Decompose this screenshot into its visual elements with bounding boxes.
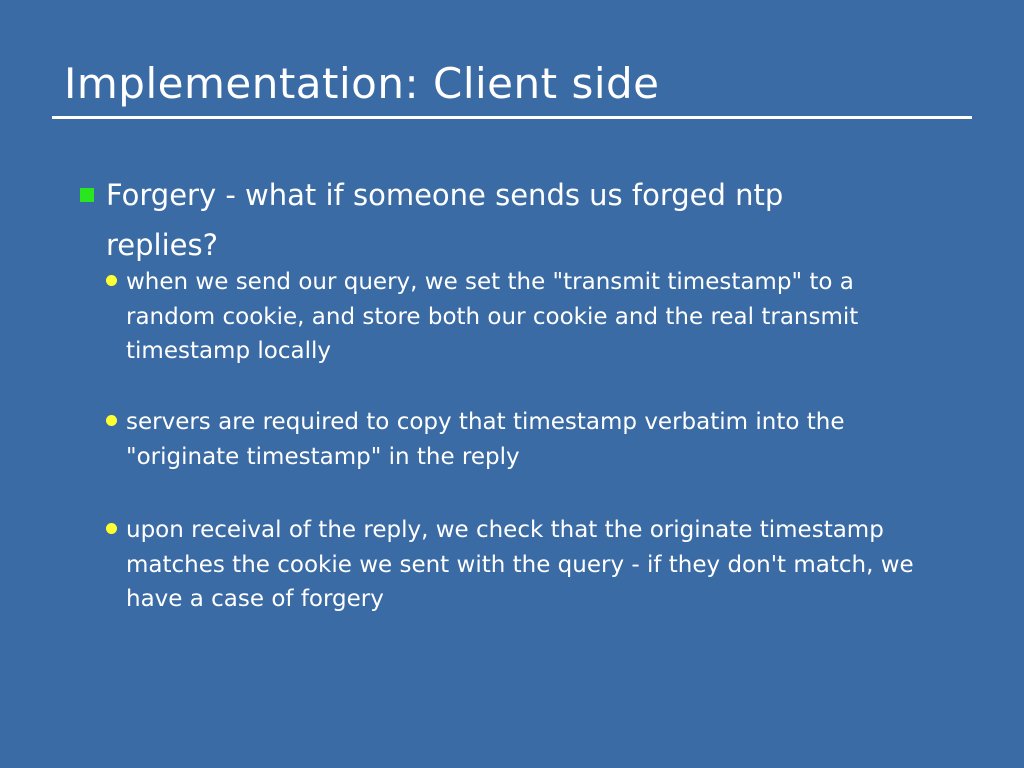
green-square-bullet-icon [80, 188, 94, 202]
main-bullet: Forgery - what if someone sends us forge… [80, 170, 880, 270]
yellow-dot-bullet-icon [106, 275, 117, 286]
sub-bullet-text: servers are required to copy that timest… [126, 409, 845, 470]
sub-bullet: servers are required to copy that timest… [106, 405, 926, 474]
main-bullet-text: Forgery - what if someone sends us forge… [106, 178, 784, 262]
yellow-dot-bullet-icon [106, 415, 117, 426]
sub-bullet: upon receival of the reply, we check tha… [106, 513, 926, 617]
yellow-dot-bullet-icon [106, 523, 117, 534]
title-divider [52, 116, 972, 119]
slide-title: Implementation: Client side [64, 59, 660, 108]
sub-bullet: when we send our query, we set the "tran… [106, 265, 926, 369]
sub-bullet-text: upon receival of the reply, we check tha… [126, 517, 914, 612]
sub-bullet-text: when we send our query, we set the "tran… [126, 269, 859, 364]
